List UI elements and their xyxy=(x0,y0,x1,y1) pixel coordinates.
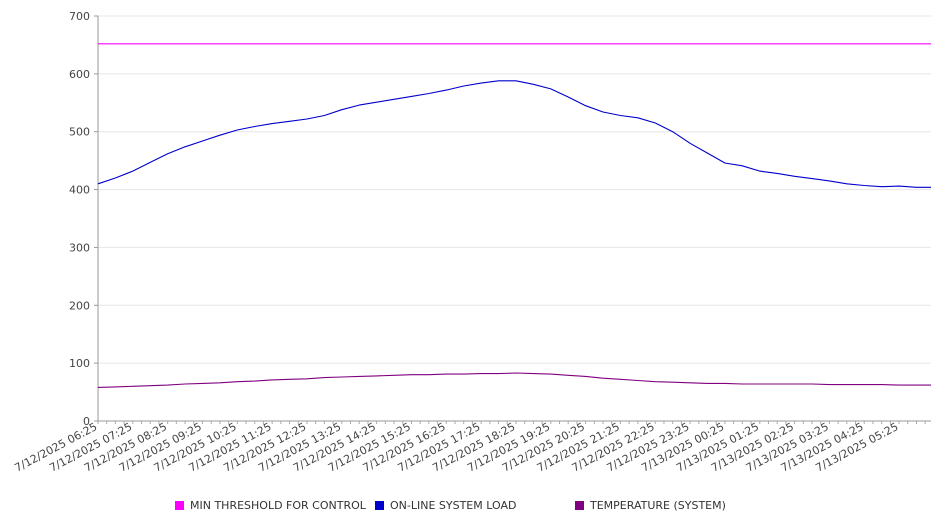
axes xyxy=(94,15,931,424)
y-tick-label: 400 xyxy=(69,184,90,197)
y-tick-label: 300 xyxy=(69,241,90,254)
legend-swatch-system-load xyxy=(375,500,384,510)
legend-item-temperature[interactable]: TEMPERATURE (SYSTEM) xyxy=(575,498,726,512)
y-tick-labels: 0 100 200 300 400 500 600 700 xyxy=(69,10,90,428)
y-tick-label: 100 xyxy=(69,357,90,370)
legend-label-system-load: ON-LINE SYSTEM LOAD xyxy=(390,498,517,512)
legend-item-system-load[interactable]: ON-LINE SYSTEM LOAD xyxy=(375,498,516,512)
legend-label-temperature: TEMPERATURE (SYSTEM) xyxy=(590,498,726,512)
y-tick-label: 0 xyxy=(83,415,90,428)
legend-item-min-threshold[interactable]: MIN THRESHOLD FOR CONTROL xyxy=(175,498,366,512)
x-tick-labels: 7/12/2025 06:257/12/2025 07:257/12/2025 … xyxy=(12,420,900,474)
legend-swatch-min-threshold xyxy=(175,500,184,510)
legend-swatch-temperature xyxy=(575,500,584,510)
y-tick-label: 200 xyxy=(69,299,90,312)
series-line-2 xyxy=(97,372,931,388)
series-line-1 xyxy=(97,80,931,188)
series-lines xyxy=(97,43,931,388)
legend-label-min-threshold: MIN THRESHOLD FOR CONTROL xyxy=(190,498,366,512)
gridlines xyxy=(98,15,931,364)
y-tick-label: 600 xyxy=(69,68,90,81)
y-tick-label: 700 xyxy=(69,10,90,23)
y-tick-label: 500 xyxy=(69,126,90,139)
